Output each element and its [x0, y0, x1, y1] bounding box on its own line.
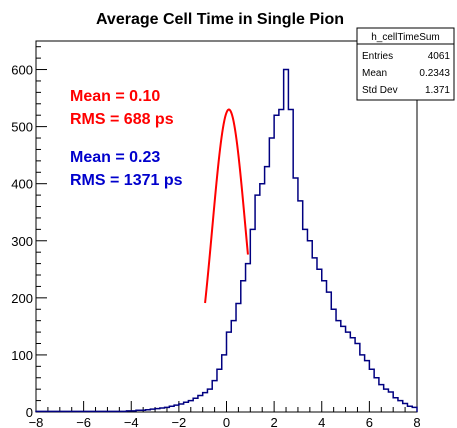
y-axis: 0 100 200 300 400 500 600	[11, 46, 47, 420]
stats-box-title: h_cellTimeSum	[371, 32, 440, 43]
y-tick-label: 100	[11, 348, 33, 363]
hist-mean-annotation: Mean = 0.23	[70, 149, 160, 166]
stats-box: h_cellTimeSum Entries 4061 Mean 0.2343 S…	[356, 27, 455, 101]
y-tick-label: 500	[11, 120, 33, 135]
x-tick-label: −8	[29, 415, 44, 428]
fit-rms-annotation: RMS = 688 ps	[70, 111, 174, 128]
y-tick-label: 400	[11, 177, 33, 192]
gaussian-fit-curve	[204, 108, 249, 304]
stats-stddev-label: Std Dev	[362, 85, 398, 96]
stats-box-frame	[356, 27, 455, 101]
stats-stddev-value: 1.371	[425, 85, 450, 96]
x-axis: −8 −6 −4 −2 0 2 4 6 8	[29, 401, 421, 428]
hist-rms-annotation: RMS = 1371 ps	[70, 172, 183, 189]
x-tick-label: 2	[271, 415, 278, 428]
x-tick-label: −6	[76, 415, 91, 428]
y-tick-label: 0	[26, 405, 33, 420]
stats-entries-label: Entries	[362, 51, 393, 62]
y-tick-label: 300	[11, 234, 33, 249]
histogram-series	[35, 68, 418, 413]
chart-title: Average Cell Time in Single Pion	[96, 11, 344, 28]
y-tick-label: 600	[11, 63, 33, 78]
x-tick-label: −4	[124, 415, 139, 428]
stats-mean-value: 0.2343	[419, 68, 450, 79]
fit-mean-annotation: Mean = 0.10	[70, 88, 160, 105]
x-tick-label: 8	[413, 415, 420, 428]
stats-entries-value: 4061	[428, 51, 451, 62]
y-tick-label: 200	[11, 291, 33, 306]
x-tick-label: 0	[223, 415, 230, 428]
x-tick-label: 4	[318, 415, 325, 428]
x-tick-label: 6	[366, 415, 373, 428]
x-tick-label: −2	[171, 415, 186, 428]
stats-mean-label: Mean	[362, 68, 387, 79]
